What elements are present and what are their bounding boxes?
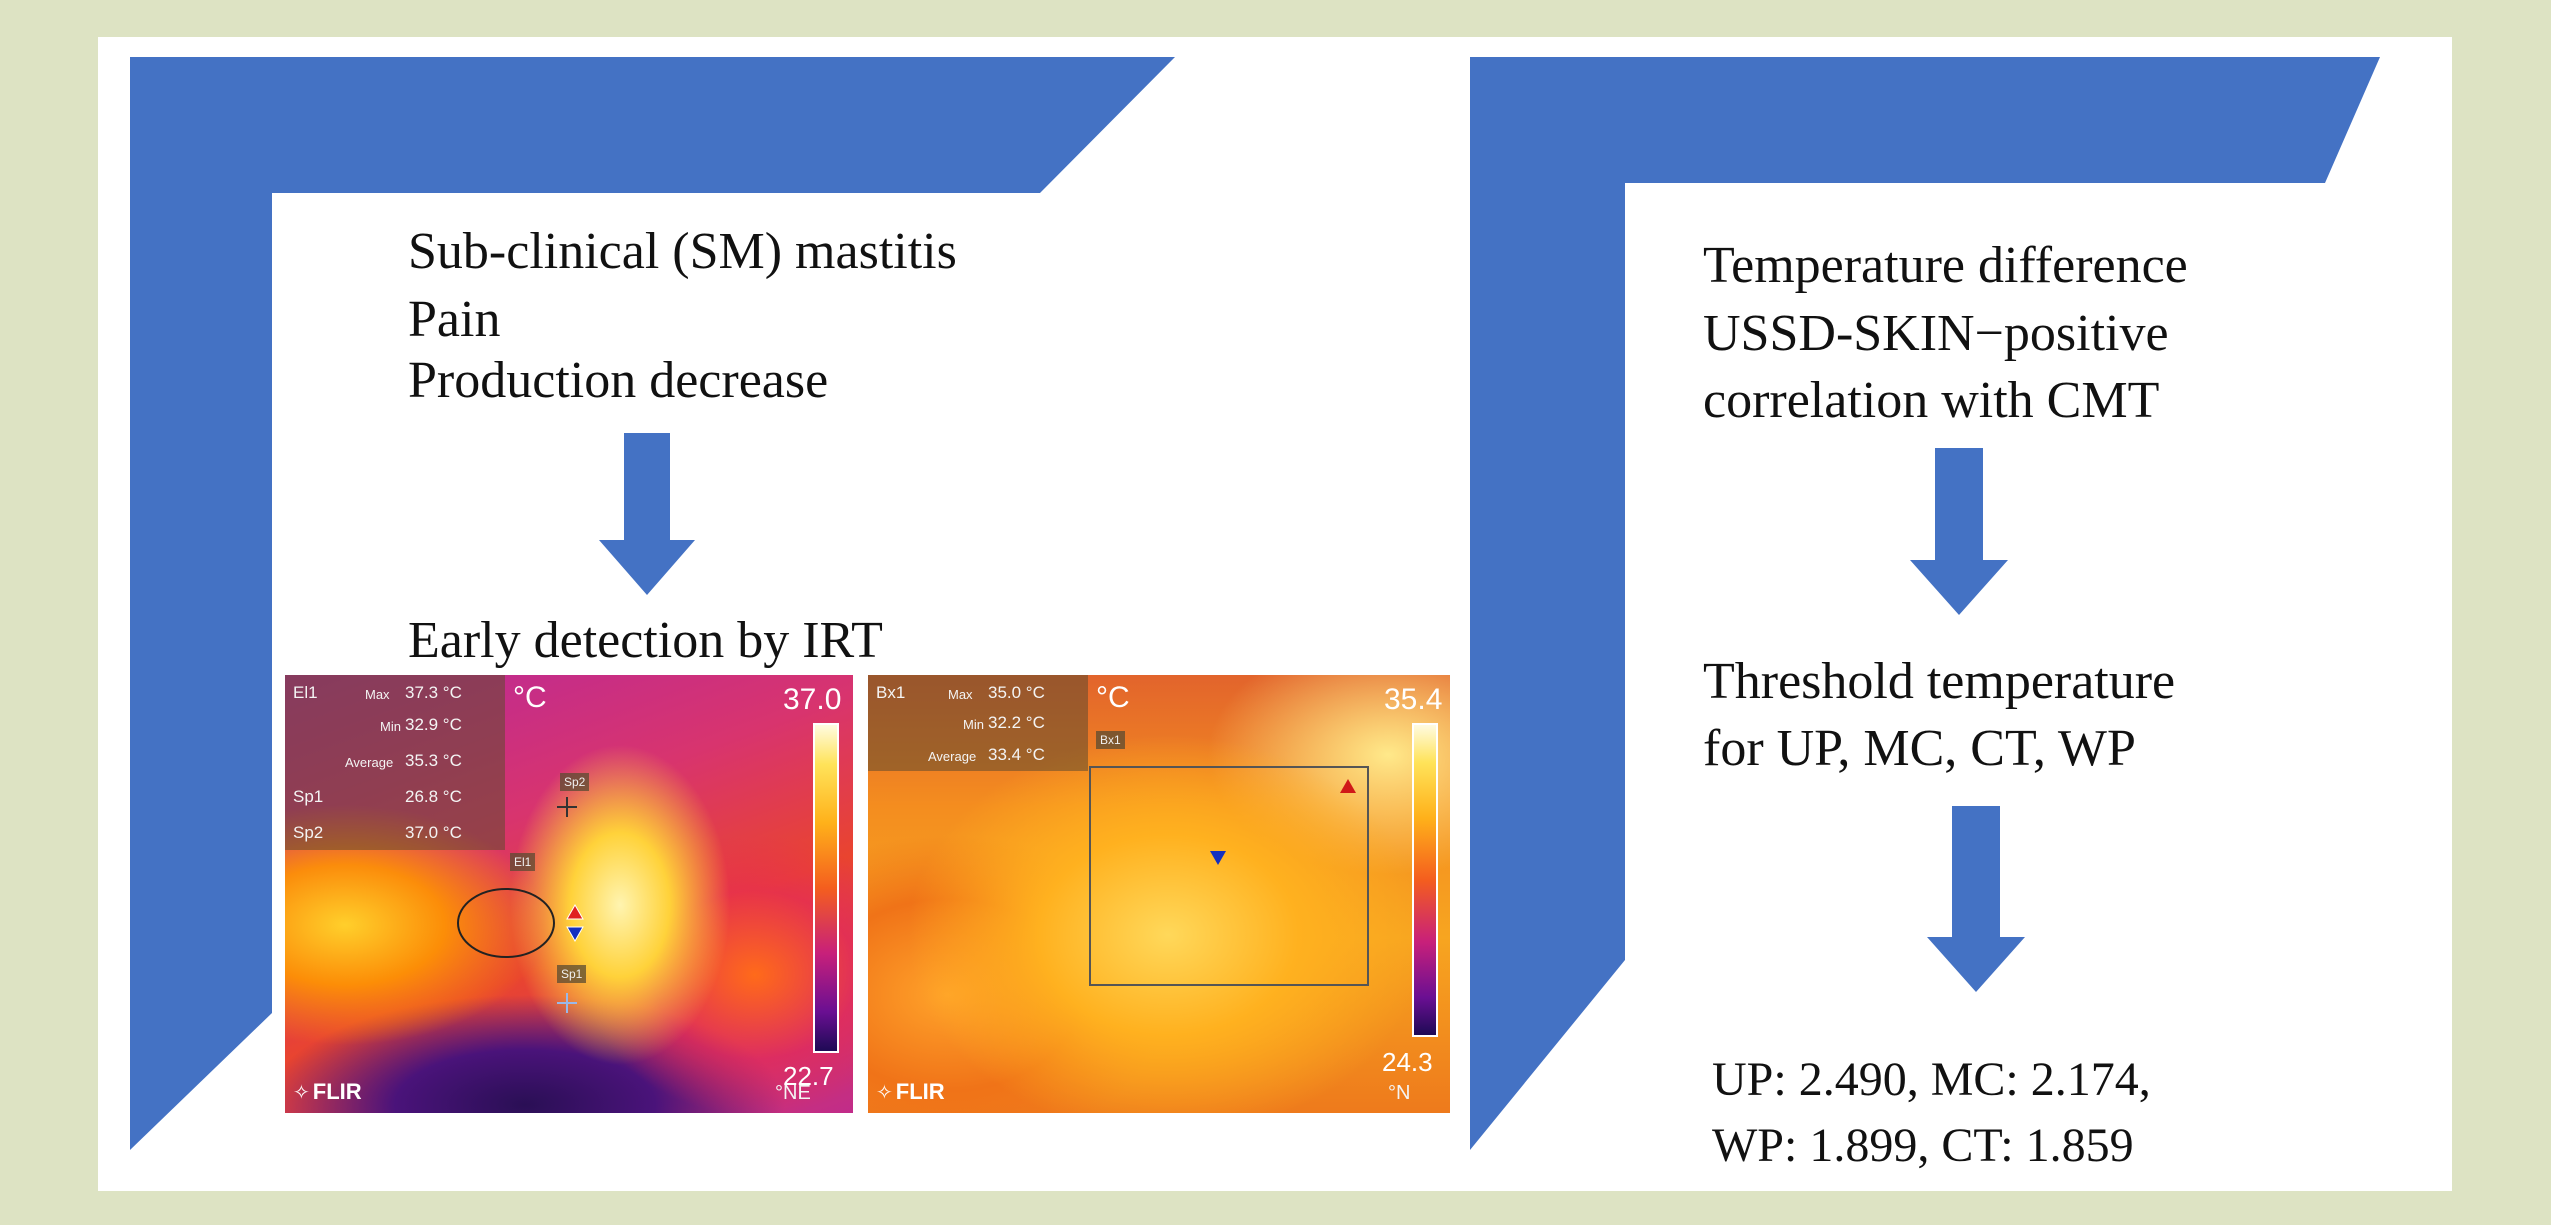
finding-line-1: Temperature difference: [1703, 237, 2188, 294]
flir-logo: ✧ FLIR: [876, 1079, 945, 1104]
max-label: Max: [948, 687, 973, 702]
average-label: Average: [345, 755, 394, 770]
sp1-label: Sp1: [293, 787, 324, 806]
values-line-2: WP: 1.899, CT: 1.859: [1712, 1119, 2134, 1172]
sp2-label: Sp2: [293, 823, 324, 842]
sp1-value: 26.8 °C: [405, 787, 462, 806]
unit-label: °C: [513, 681, 547, 714]
sp1-tag: Sp1: [557, 965, 587, 983]
right-frame-chevron: [1470, 57, 2380, 1150]
max-value: 35.0 °C: [988, 683, 1045, 702]
symptom-1: Sub-clinical (SM) mastitis: [408, 223, 957, 280]
max-marker-icon: [1340, 779, 1356, 793]
finding-line-3: correlation with CMT: [1703, 372, 2160, 429]
right-down-arrow-1: [1910, 448, 2008, 615]
threshold-line-2: for UP, MC, CT, WP: [1703, 720, 2136, 777]
min-marker-icon: [566, 926, 584, 943]
max-marker-icon: [566, 903, 584, 920]
scale-min: 24.3: [1382, 1047, 1433, 1077]
scale-max: 35.4: [1384, 683, 1443, 716]
finding-line-2: USSD-SKIN−positive: [1703, 305, 2169, 362]
min-value: 32.2 °C: [988, 713, 1045, 732]
bx1-tag: Bx1: [1096, 731, 1125, 749]
values-line-1: UP: 2.490, MC: 2.174,: [1712, 1053, 2151, 1106]
thermal-image-box: Bx1 Max 35.0 °C Min 32.2 °C Average 33.4…: [868, 675, 1450, 1113]
scale-min: 22.7: [783, 1061, 834, 1091]
average-value: 33.4 °C: [988, 745, 1045, 764]
thermal-image-udder: El1 Max 37.3 °C Min 32.9 °C Average 35.3…: [285, 675, 853, 1113]
thermal-markers: [457, 797, 584, 1013]
measure-overlay: [285, 675, 505, 850]
corner-readout: °NE: [775, 1082, 811, 1104]
min-marker-icon: [1210, 851, 1226, 865]
measure-overlay: [868, 675, 1088, 771]
max-value: 37.3 °C: [405, 683, 462, 702]
el1-ellipse: [457, 888, 555, 958]
sp2-crosshair-icon: [557, 797, 577, 817]
sp2-tag: Sp2: [560, 773, 590, 791]
corner-readout: °N: [1388, 1082, 1411, 1104]
threshold-line-1: Threshold temperature: [1703, 653, 2176, 710]
min-label: Min: [963, 717, 984, 732]
el1-tag: El1: [510, 853, 536, 871]
average-value: 35.3 °C: [405, 751, 462, 770]
measure-id: El1: [293, 683, 318, 702]
min-value: 32.9 °C: [405, 715, 462, 734]
color-scale-bar: [1412, 723, 1438, 1037]
sp1-crosshair-icon: [557, 993, 577, 1013]
bx1-box: [1089, 766, 1369, 986]
unit-label: °C: [1096, 681, 1130, 714]
thermal-markers: [1089, 766, 1369, 986]
symptom-3: Production decrease: [408, 352, 829, 409]
symptom-2: Pain: [408, 291, 501, 348]
color-scale-bar: [813, 723, 839, 1053]
min-label: Min: [380, 719, 401, 734]
average-label: Average: [928, 749, 977, 764]
left-frame-chevron: [130, 57, 1175, 1150]
max-label: Max: [365, 687, 390, 702]
detection-label: Early detection by IRT: [408, 612, 883, 669]
left-down-arrow: [599, 433, 695, 595]
measure-id: Bx1: [876, 683, 906, 702]
flir-logo: ✧ FLIR: [293, 1079, 362, 1104]
sp2-value: 37.0 °C: [405, 823, 462, 842]
scale-max: 37.0: [783, 683, 842, 716]
right-down-arrow-2: [1927, 806, 2025, 992]
